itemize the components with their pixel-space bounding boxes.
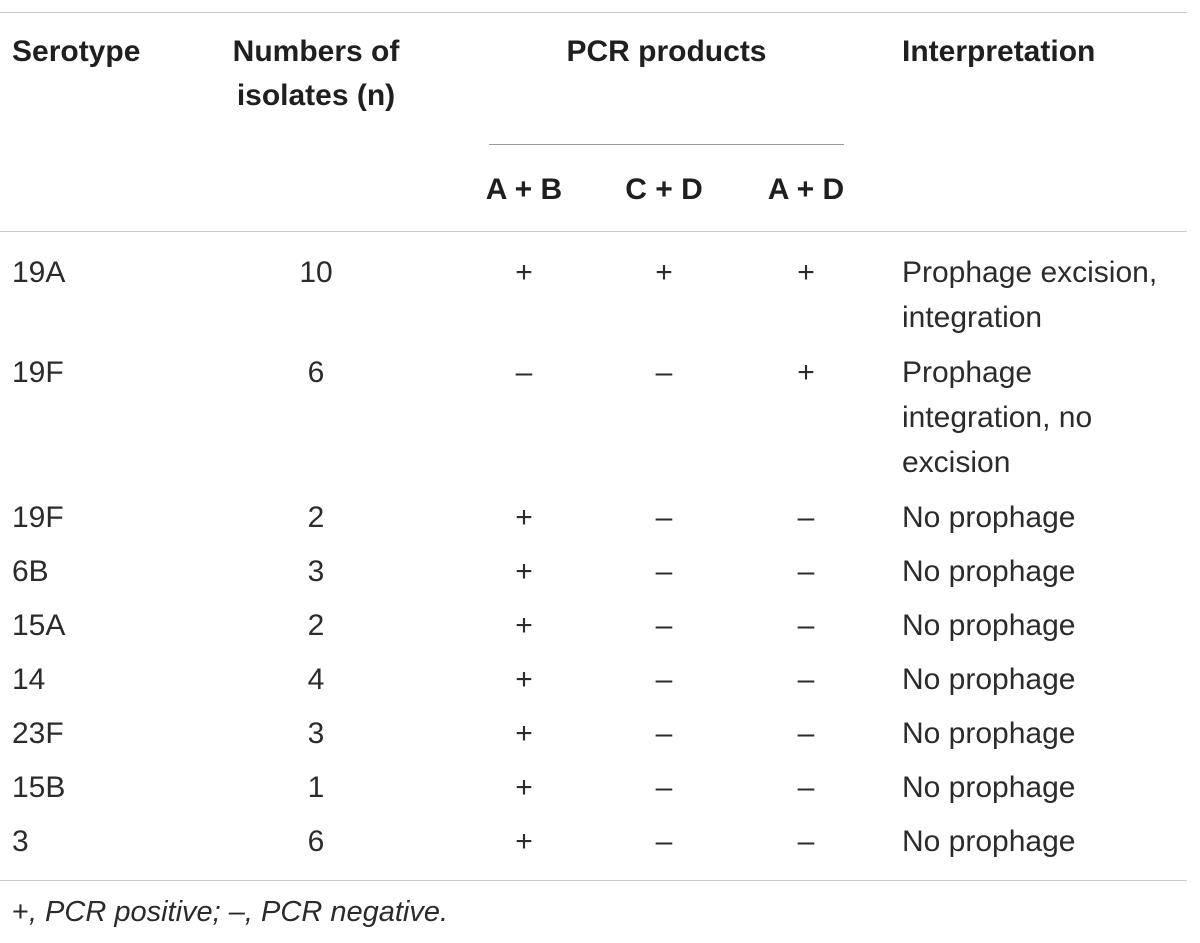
cell-isolates: 3 <box>307 717 325 750</box>
cell-isolates: 2 <box>307 501 325 534</box>
cell-c-plus-d: – <box>655 825 673 858</box>
cell-serotype: 23F <box>12 717 64 750</box>
footnote-plus-text: , PCR positive; <box>28 896 229 928</box>
cell-serotype: 15B <box>12 771 66 804</box>
pcr-products-subrule <box>489 144 844 145</box>
cell-c-plus-d: – <box>655 501 673 534</box>
cell-interpretation: No prophage <box>902 663 1076 696</box>
header-numbers-of-isolates: Numbers of isolates (n) <box>210 30 422 118</box>
cell-interpretation: Prophage integration, no excision <box>902 350 1192 485</box>
cell-a-plus-b: + <box>515 256 533 289</box>
header-interpretation: Interpretation <box>902 35 1096 68</box>
footnote-minus-text: , PCR negative. <box>244 896 449 928</box>
subheader-c-plus-d: C + D <box>625 173 703 206</box>
cell-c-plus-d: – <box>655 771 673 804</box>
cell-serotype: 19F <box>12 501 64 534</box>
cell-isolates: 10 <box>299 256 333 289</box>
cell-a-plus-d: – <box>797 825 815 858</box>
cell-a-plus-d: + <box>797 356 815 389</box>
cell-interpretation: No prophage <box>902 501 1076 534</box>
cell-a-plus-b: + <box>515 663 533 696</box>
cell-a-plus-b: + <box>515 501 533 534</box>
header-numbers-line-2: isolates (n) <box>236 79 396 112</box>
cell-a-plus-d: – <box>797 717 815 750</box>
cell-a-plus-d: – <box>797 771 815 804</box>
cell-a-plus-d: + <box>797 256 815 289</box>
cell-a-plus-d: – <box>797 555 815 588</box>
footnote-minus-symbol: – <box>228 896 245 928</box>
cell-a-plus-d: – <box>797 609 815 642</box>
cell-interpretation: No prophage <box>902 771 1076 804</box>
subheader-a-plus-d: A + D <box>767 173 845 206</box>
cell-a-plus-b: + <box>515 609 533 642</box>
cell-interpretation: No prophage <box>902 609 1076 642</box>
interpretation-line: Prophage <box>902 356 1033 389</box>
cell-a-plus-d: – <box>797 663 815 696</box>
cell-isolates: 1 <box>307 771 325 804</box>
cell-a-plus-b: + <box>515 717 533 750</box>
header-numbers-line-1: Numbers of <box>232 35 400 68</box>
cell-c-plus-d: – <box>655 663 673 696</box>
cell-isolates: 6 <box>307 825 325 858</box>
cell-c-plus-d: – <box>655 555 673 588</box>
cell-interpretation: Prophage excision, integration <box>902 250 1192 340</box>
header-pcr-products: PCR products <box>566 35 767 68</box>
cell-isolates: 6 <box>307 356 325 389</box>
interpretation-line: excision <box>902 446 1011 479</box>
cell-serotype: 14 <box>12 663 46 696</box>
cell-a-plus-b: + <box>515 825 533 858</box>
interpretation-line: Prophage excision, <box>902 256 1158 289</box>
footnote-plus-symbol: + <box>12 896 29 928</box>
cell-c-plus-d: – <box>655 356 673 389</box>
cell-c-plus-d: – <box>655 609 673 642</box>
cell-interpretation: No prophage <box>902 825 1076 858</box>
table-top-rule <box>0 12 1187 13</box>
cell-serotype: 3 <box>12 825 29 858</box>
cell-serotype: 6B <box>12 555 49 588</box>
cell-a-plus-d: – <box>797 501 815 534</box>
cell-serotype: 15A <box>12 609 66 642</box>
cell-serotype: 19F <box>12 356 64 389</box>
cell-c-plus-d: – <box>655 717 673 750</box>
interpretation-line: integration, no <box>902 401 1093 434</box>
interpretation-line: integration <box>902 301 1043 334</box>
cell-isolates: 2 <box>307 609 325 642</box>
cell-a-plus-b: + <box>515 771 533 804</box>
table-footnote: +, PCR positive; –, PCR negative. <box>12 890 448 934</box>
header-bottom-rule <box>0 231 1187 232</box>
cell-isolates: 3 <box>307 555 325 588</box>
cell-a-plus-b: + <box>515 555 533 588</box>
header-serotype: Serotype <box>12 35 141 68</box>
cell-serotype: 19A <box>12 256 66 289</box>
subheader-a-plus-b: A + B <box>485 173 563 206</box>
cell-isolates: 4 <box>307 663 325 696</box>
cell-a-plus-b: – <box>515 356 533 389</box>
table-bottom-rule <box>0 880 1187 881</box>
cell-interpretation: No prophage <box>902 555 1076 588</box>
cell-interpretation: No prophage <box>902 717 1076 750</box>
cell-c-plus-d: + <box>655 256 673 289</box>
